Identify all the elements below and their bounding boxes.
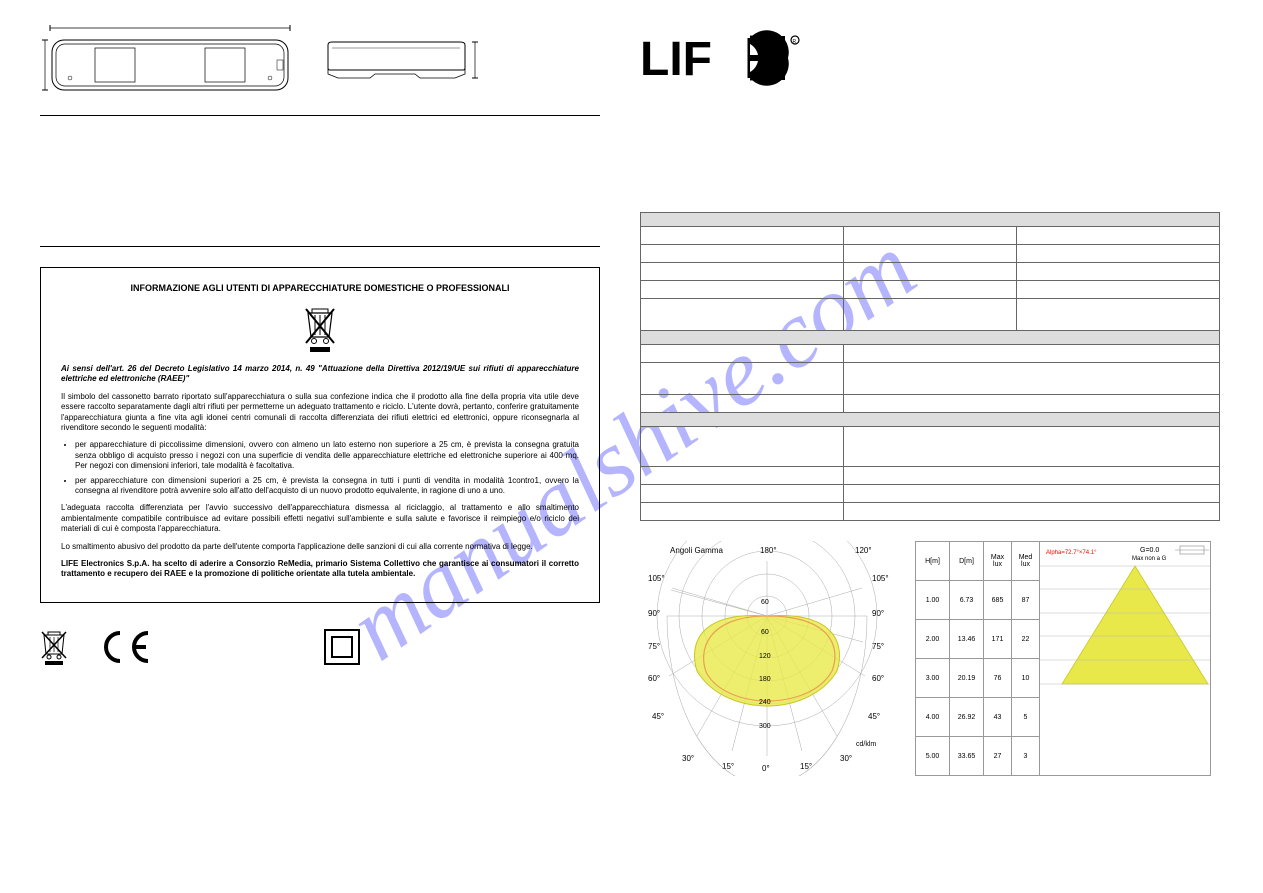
svg-text:120: 120 <box>759 653 771 660</box>
table-row <box>641 427 1220 467</box>
svg-text:75°: 75° <box>648 642 660 651</box>
svg-text:105°: 105° <box>872 574 889 583</box>
svg-text:180: 180 <box>759 676 771 683</box>
left-column: INFORMAZIONE AGLI UTENTI DI APPARECCHIAT… <box>40 20 600 776</box>
spec-header-3 <box>641 413 1220 427</box>
info-box-title: INFORMAZIONE AGLI UTENTI DI APPARECCHIAT… <box>61 283 579 295</box>
table-row <box>641 245 1220 263</box>
product-top-view <box>40 20 300 100</box>
weee-small-icon <box>40 628 68 666</box>
table-row <box>641 363 1220 395</box>
svg-text:15°: 15° <box>800 762 812 771</box>
ce-mark-icon <box>98 628 153 666</box>
svg-text:45°: 45° <box>652 712 664 721</box>
charts-row: Angoli Gamma 180° 120° 105° 105° 90° 90°… <box>640 541 1220 776</box>
life-logo: LIF R <box>640 30 1220 92</box>
class-ii-icon <box>323 628 361 666</box>
svg-text:0°: 0° <box>762 764 770 773</box>
svg-text:90°: 90° <box>872 609 884 618</box>
info-para-3: Lo smaltimento abusivo del prodotto da p… <box>61 542 579 552</box>
table-row <box>641 281 1220 299</box>
svg-text:75°: 75° <box>872 642 884 651</box>
lux-table: H[m] D[m] Max lux Med lux 1.006.7368587 … <box>915 541 1040 776</box>
lux-row: 5.0033.65273 <box>916 737 1040 776</box>
lux-row: 4.0026.92435 <box>916 698 1040 737</box>
spec-table <box>640 212 1220 521</box>
info-para-4: LIFE Electronics S.p.A. ha scelto di ade… <box>61 559 579 580</box>
info-bullets: per apparecchiature di piccolissime dime… <box>75 440 579 496</box>
svg-text:240: 240 <box>759 699 771 706</box>
info-para-1: Il simbolo del cassonetto barrato riport… <box>61 392 579 434</box>
lux-section: H[m] D[m] Max lux Med lux 1.006.7368587 … <box>915 541 1211 776</box>
cone-diagram: Alpha=72.7°×74.1° G=0.0 Max non a G <box>1040 542 1210 687</box>
svg-text:90°: 90° <box>648 609 660 618</box>
svg-text:LIF: LIF <box>640 33 712 86</box>
lux-header-row: H[m] D[m] Max lux Med lux <box>916 542 1040 581</box>
svg-text:Alpha=72.7°×74.1°: Alpha=72.7°×74.1° <box>1046 550 1097 556</box>
compliance-icons <box>40 628 600 666</box>
svg-text:105°: 105° <box>648 574 665 583</box>
svg-text:180°: 180° <box>760 546 777 555</box>
svg-text:30°: 30° <box>682 754 694 763</box>
svg-text:Max non a G: Max non a G <box>1132 556 1167 562</box>
spec-header-1 <box>641 213 1220 227</box>
legal-reference: Ai sensi dell'art. 26 del Decreto Legisl… <box>61 364 579 385</box>
product-diagram-section <box>40 20 600 116</box>
weee-icon <box>61 303 579 356</box>
table-row <box>641 263 1220 281</box>
divider-line <box>40 246 600 247</box>
spec-header-2 <box>641 331 1220 345</box>
table-row <box>641 485 1220 503</box>
product-side-view <box>320 30 480 90</box>
table-row <box>641 467 1220 485</box>
table-row <box>641 345 1220 363</box>
right-column: LIF R <box>640 20 1220 776</box>
svg-text:300: 300 <box>759 723 771 730</box>
lux-row: 1.006.7368587 <box>916 581 1040 620</box>
svg-text:cd/klm: cd/klm <box>856 741 876 748</box>
table-row <box>641 227 1220 245</box>
svg-text:30°: 30° <box>840 754 852 763</box>
weee-info-box: INFORMAZIONE AGLI UTENTI DI APPARECCHIAT… <box>40 267 600 603</box>
page-container: INFORMAZIONE AGLI UTENTI DI APPARECCHIAT… <box>0 0 1263 796</box>
svg-text:45°: 45° <box>868 712 880 721</box>
table-row <box>641 395 1220 413</box>
table-row <box>641 299 1220 331</box>
info-para-2: L'adeguata raccolta differenziata per l'… <box>61 503 579 534</box>
svg-text:60: 60 <box>761 599 769 606</box>
info-bullet-2: per apparecchiature con dimensioni super… <box>75 476 579 497</box>
lux-row: 3.0020.197610 <box>916 659 1040 698</box>
svg-text:60°: 60° <box>648 674 660 683</box>
svg-text:60°: 60° <box>872 674 884 683</box>
svg-text:Angoli Gamma: Angoli Gamma <box>670 546 723 555</box>
svg-text:15°: 15° <box>722 762 734 771</box>
svg-text:G=0.0: G=0.0 <box>1140 547 1159 554</box>
lux-row: 2.0013.4617122 <box>916 620 1040 659</box>
svg-text:R: R <box>793 39 797 45</box>
cone-diagram-container: Alpha=72.7°×74.1° G=0.0 Max non a G <box>1040 541 1211 776</box>
info-bullet-1: per apparecchiature di piccolissime dime… <box>75 440 579 471</box>
svg-text:60: 60 <box>761 629 769 636</box>
table-row <box>641 503 1220 521</box>
polar-chart: Angoli Gamma 180° 120° 105° 105° 90° 90°… <box>640 541 895 776</box>
